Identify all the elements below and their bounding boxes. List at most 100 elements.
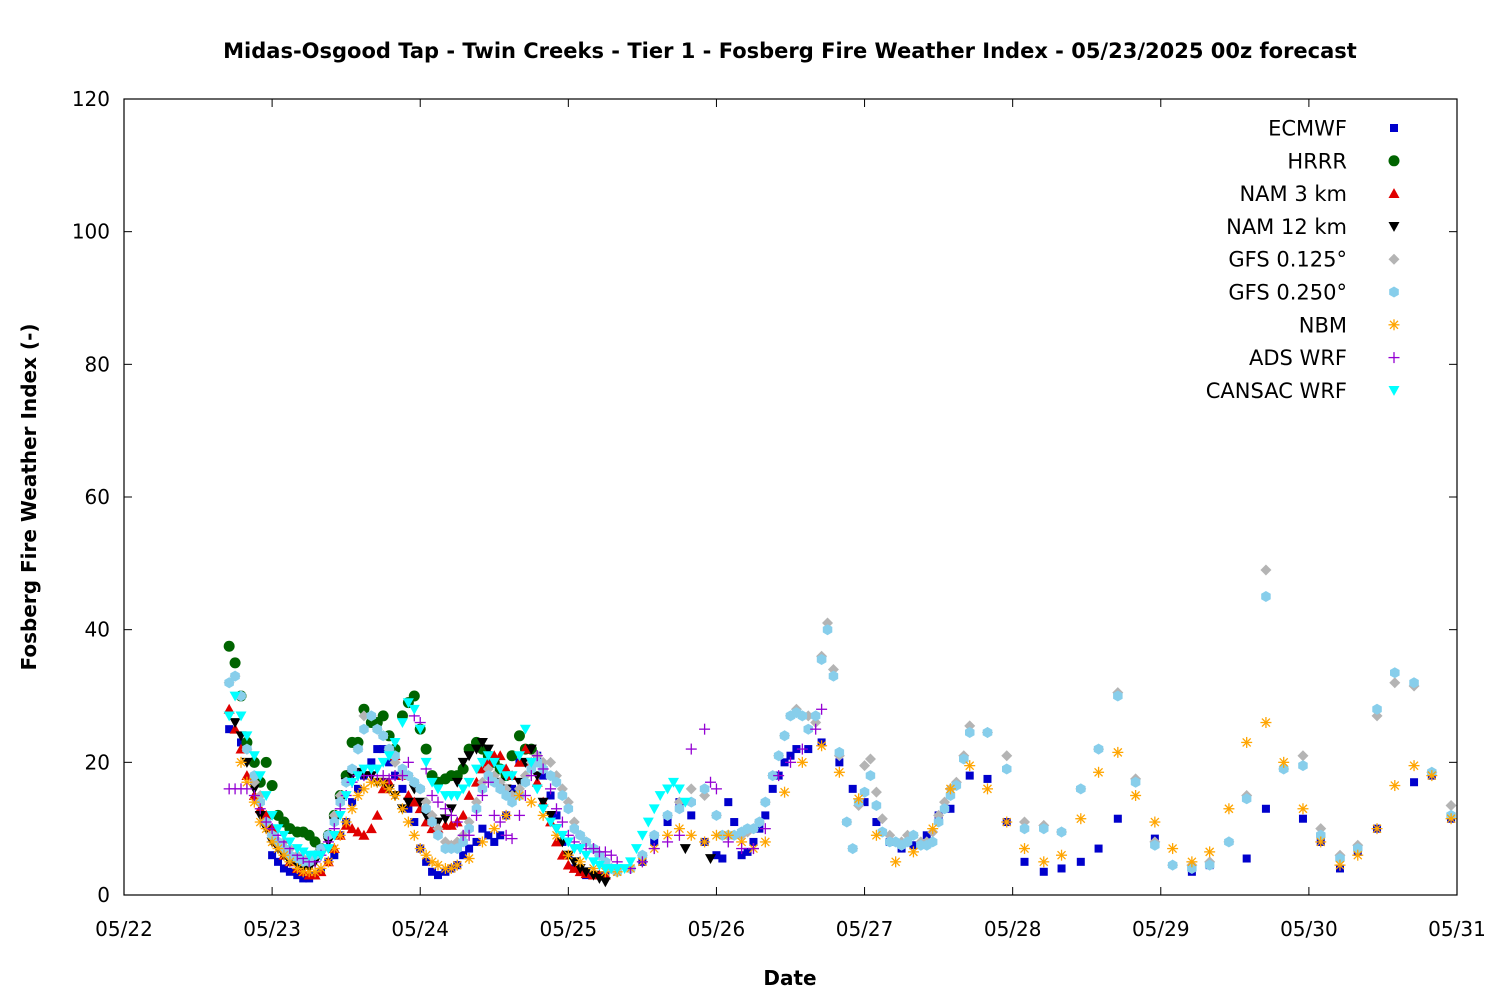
data-point bbox=[816, 740, 828, 752]
data-point bbox=[673, 784, 685, 795]
data-point bbox=[463, 790, 475, 800]
data-point bbox=[625, 857, 637, 868]
data-point bbox=[588, 870, 600, 881]
data-point bbox=[285, 867, 294, 876]
legend-marker bbox=[1388, 155, 1400, 167]
data-point bbox=[1426, 770, 1438, 782]
data-point bbox=[426, 777, 438, 788]
data-point bbox=[383, 751, 395, 762]
data-point bbox=[945, 790, 956, 801]
data-point bbox=[1260, 717, 1272, 729]
data-point bbox=[654, 791, 666, 801]
data-point bbox=[859, 760, 871, 772]
data-point bbox=[699, 836, 711, 848]
data-point bbox=[853, 793, 865, 805]
data-point bbox=[531, 784, 543, 795]
data-point bbox=[965, 727, 975, 738]
data-point bbox=[1113, 814, 1122, 823]
data-point bbox=[679, 797, 691, 808]
data-point bbox=[433, 829, 443, 841]
data-point bbox=[797, 710, 808, 722]
data-point bbox=[379, 745, 388, 754]
data-point bbox=[842, 816, 852, 828]
data-point bbox=[340, 791, 352, 801]
x-tick-label: 05/23 bbox=[243, 917, 301, 941]
data-point bbox=[525, 770, 537, 782]
data-point bbox=[1224, 836, 1234, 848]
data-point bbox=[526, 763, 537, 775]
data-point bbox=[272, 824, 284, 835]
x-tick-label: 05/29 bbox=[1132, 917, 1190, 941]
data-point bbox=[482, 776, 494, 788]
data-point bbox=[365, 823, 377, 834]
data-point bbox=[662, 836, 674, 848]
data-point bbox=[420, 743, 432, 755]
data-point bbox=[1038, 856, 1050, 868]
axis-ticks: 05/22 05/23 05/24 05/25 05/26 05/27 05/28 05/29… bbox=[72, 87, 1486, 941]
data-point bbox=[402, 790, 414, 800]
series-gfs-0-250 bbox=[224, 591, 1456, 878]
data-point bbox=[1241, 793, 1252, 805]
legend-marker bbox=[1388, 319, 1400, 331]
y-tick-label: 80 bbox=[85, 352, 110, 376]
data-point bbox=[556, 816, 568, 828]
data-point bbox=[229, 657, 241, 669]
data-point bbox=[248, 751, 260, 762]
x-tick-label: 05/25 bbox=[540, 917, 598, 941]
data-point bbox=[254, 811, 266, 821]
data-point bbox=[687, 811, 696, 820]
data-point bbox=[402, 797, 414, 808]
data-point bbox=[833, 766, 845, 778]
data-point bbox=[593, 860, 605, 871]
data-point bbox=[495, 783, 505, 795]
data-point bbox=[749, 837, 758, 846]
data-point bbox=[445, 804, 457, 815]
data-point bbox=[909, 841, 918, 850]
data-point bbox=[1093, 766, 1105, 778]
data-point bbox=[605, 849, 617, 861]
data-point bbox=[537, 804, 549, 815]
legend-label: GFS 0.250° bbox=[1228, 281, 1347, 305]
data-point bbox=[445, 819, 457, 830]
data-point bbox=[452, 843, 462, 855]
data-point bbox=[1278, 756, 1290, 768]
data-point bbox=[494, 764, 506, 775]
data-point bbox=[500, 763, 512, 774]
data-point bbox=[1019, 823, 1030, 835]
data-point bbox=[705, 854, 717, 865]
data-point bbox=[248, 784, 260, 795]
data-point bbox=[981, 783, 993, 795]
data-point bbox=[1242, 854, 1251, 863]
data-point bbox=[420, 757, 432, 768]
data-point bbox=[463, 829, 475, 841]
data-point bbox=[1204, 859, 1215, 871]
data-point bbox=[519, 790, 531, 801]
legend-marker bbox=[1388, 222, 1400, 232]
data-point bbox=[599, 877, 611, 888]
data-point bbox=[279, 864, 288, 873]
data-point bbox=[428, 867, 437, 876]
data-point bbox=[1039, 867, 1048, 876]
data-point bbox=[699, 723, 711, 735]
data-point bbox=[241, 731, 253, 742]
data-point bbox=[1167, 843, 1179, 855]
data-point bbox=[266, 836, 278, 848]
data-point bbox=[1261, 591, 1271, 602]
data-point bbox=[229, 723, 241, 734]
data-point bbox=[1001, 816, 1013, 828]
data-point bbox=[489, 776, 499, 788]
data-point bbox=[396, 803, 408, 815]
data-point bbox=[922, 831, 931, 840]
y-tick-label: 20 bbox=[85, 750, 110, 774]
data-point bbox=[685, 743, 697, 755]
data-point bbox=[457, 757, 469, 768]
data-point bbox=[439, 803, 451, 815]
data-point bbox=[451, 859, 463, 871]
data-point bbox=[358, 764, 370, 775]
data-point bbox=[266, 811, 278, 821]
data-point bbox=[254, 771, 266, 782]
data-point bbox=[373, 745, 382, 754]
data-point bbox=[574, 864, 586, 874]
data-point bbox=[334, 811, 346, 821]
data-point bbox=[679, 844, 691, 855]
